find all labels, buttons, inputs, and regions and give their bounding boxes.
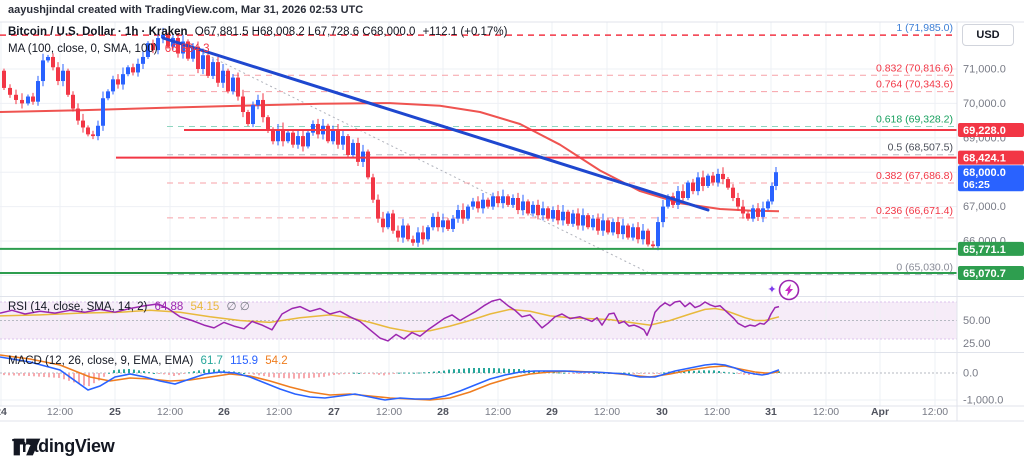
svg-text:1 (71,985.0): 1 (71,985.0) (896, 22, 953, 34)
macd-signal-line (0, 354, 780, 401)
svg-text:0.236 (66,671.4): 0.236 (66,671.4) (876, 205, 953, 217)
svg-text:-1,000.0: -1,000.0 (963, 395, 1003, 407)
blue-trendline (161, 36, 710, 212)
rsi-label: RSI (14, close, SMA, 14, 2) (8, 301, 148, 313)
svg-text:30: 30 (656, 406, 668, 418)
svg-text:71,000.0: 71,000.0 (963, 64, 1006, 76)
rsi-value-sma: 54.15 (190, 301, 220, 313)
svg-text:0.832 (70,816.6): 0.832 (70,816.6) (876, 62, 953, 74)
svg-text:12:00: 12:00 (47, 406, 73, 418)
svg-text:26: 26 (218, 406, 230, 418)
symbol-title: Bitcoin / U.S. Dollar · 1h · Kraken (8, 26, 188, 38)
svg-text:28: 28 (437, 406, 449, 418)
macd-hist-value: 61.7 (200, 355, 223, 367)
svg-text:0 (65,030.0): 0 (65,030.0) (896, 261, 953, 273)
tradingview-logo-icon (13, 438, 41, 456)
rsi-sma-line (0, 307, 780, 333)
macd-signal-value: 54.2 (265, 355, 288, 367)
sparkle-icon: ✦ (767, 284, 776, 296)
svg-text:0.5 (68,507.5): 0.5 (68,507.5) (888, 142, 953, 154)
svg-text:31: 31 (765, 406, 777, 418)
currency-axis-button[interactable]: USD (962, 24, 1014, 46)
ma-value: 66,864.3 (164, 43, 210, 55)
svg-text:12:00: 12:00 (813, 406, 839, 418)
ma-label: MA (100, close, 0, SMA, 100) (8, 43, 158, 55)
svg-text:25.00: 25.00 (963, 338, 991, 350)
svg-text:12:00: 12:00 (376, 406, 402, 418)
ma-legend[interactable]: MA (100, close, 0, SMA, 100) 66,864.3 (8, 43, 214, 55)
svg-text:12:00: 12:00 (266, 406, 292, 418)
attribution-text: aayushjindal created with TradingView.co… (8, 4, 364, 16)
macd-line-value: 115.9 (230, 355, 259, 367)
svg-text:67,000.0: 67,000.0 (963, 201, 1006, 213)
rsi-value-main: 64.88 (154, 301, 184, 313)
svg-text:12:00: 12:00 (485, 406, 511, 418)
svg-text:Apr: Apr (871, 406, 889, 418)
svg-text:50.00: 50.00 (963, 315, 991, 327)
trendline-layer[interactable] (161, 36, 710, 212)
macd-label: MACD (12, 26, close, 9, EMA, EMA) (8, 355, 194, 367)
rsi-line (0, 298, 780, 342)
time-axis[interactable]: 24 12:00 25 12:00 26 12:00 27 12:00 28 12:00 29 12:… (0, 406, 948, 418)
svg-text:0.618 (69,328.2): 0.618 (69,328.2) (876, 114, 953, 126)
svg-text:68,000.0: 68,000.0 (963, 167, 1006, 179)
svg-text:12:00: 12:00 (594, 406, 620, 418)
svg-text:69,228.0: 69,228.0 (963, 125, 1006, 137)
svg-text:29: 29 (546, 406, 558, 418)
candles-layer[interactable] (2, 27, 778, 251)
rsi-value-nulls: ∅ ∅ (226, 301, 250, 313)
symbol-legend[interactable]: Bitcoin / U.S. Dollar · 1h · Kraken O67,… (8, 26, 511, 38)
svg-text:0.764 (70,343.6): 0.764 (70,343.6) (876, 79, 953, 91)
svg-text:25: 25 (109, 406, 121, 418)
svg-text:27: 27 (328, 406, 340, 418)
svg-text:12:00: 12:00 (704, 406, 730, 418)
svg-text:65,771.1: 65,771.1 (963, 244, 1006, 256)
macd-legend[interactable]: MACD (12, 26, close, 9, EMA, EMA) 61.7 1… (8, 355, 292, 367)
svg-text:0.382 (67,686.8): 0.382 (67,686.8) (876, 170, 953, 182)
svg-text:65,070.7: 65,070.7 (963, 268, 1006, 280)
svg-text:68,424.1: 68,424.1 (963, 153, 1006, 165)
macd-line (0, 356, 780, 401)
svg-text:24: 24 (0, 406, 7, 418)
price-badges-layer: 69,228.0 68,424.1 68,000.006:25 65,771.1 65,… (958, 122, 1024, 280)
svg-text:12:00: 12:00 (157, 406, 183, 418)
fib-levels-layer: 1 (71,985.0) 0.832 (70,816.6) 0.764 (70,34… (0, 22, 957, 275)
event-marker[interactable]: ✦ (767, 279, 800, 301)
symbol-ohlc: O67,881.5 H68,008.2 L67,728.6 C68,000.0 (194, 26, 416, 38)
svg-text:06:25: 06:25 (963, 179, 990, 191)
symbol-change: +112.1 (+0.17%) (422, 26, 508, 38)
svg-text:0.0: 0.0 (963, 368, 978, 380)
rsi-legend[interactable]: RSI (14, close, SMA, 14, 2) 64.88 54.15 … (8, 299, 254, 313)
separators-layer (0, 21, 1024, 422)
tradingview-footer[interactable]: TradingView (12, 436, 115, 457)
svg-text:70,000.0: 70,000.0 (963, 98, 1006, 110)
drawn-lines-layer[interactable] (0, 128, 957, 274)
svg-text:12:00: 12:00 (922, 406, 948, 418)
